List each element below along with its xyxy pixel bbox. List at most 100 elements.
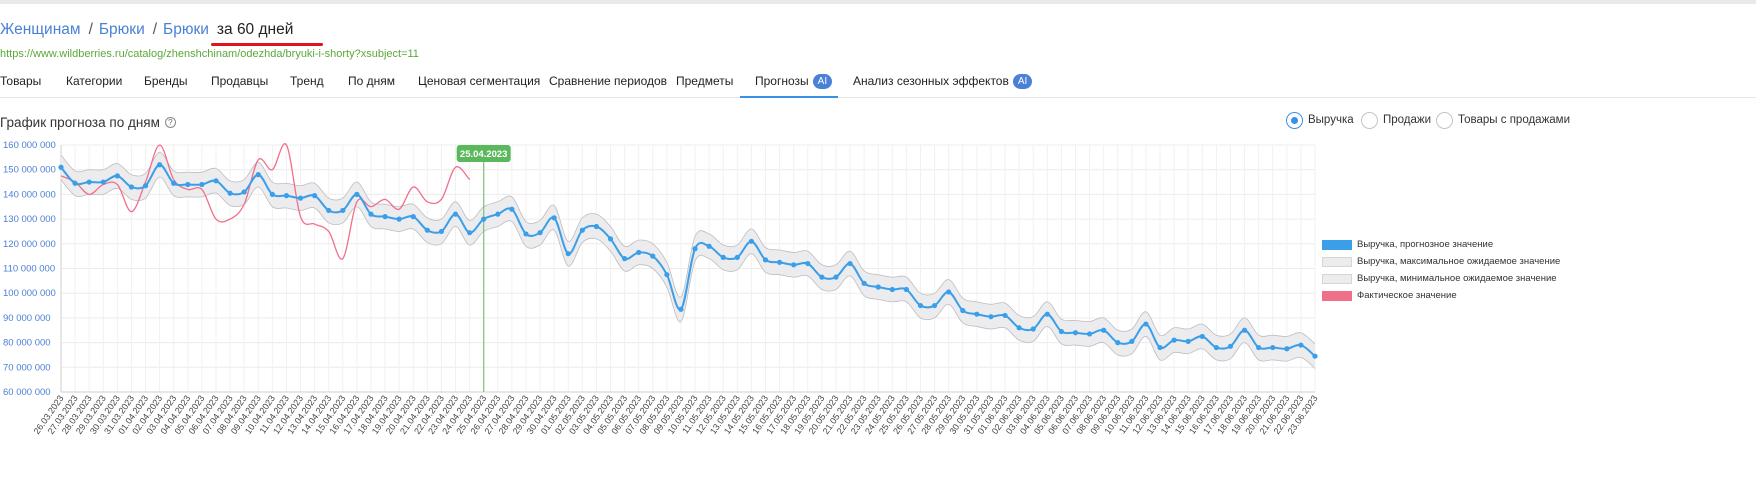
period-underline [210,43,324,46]
marker-label-bg [456,145,511,162]
radio-products-with-sales[interactable]: Товары с продажами [1436,110,1570,130]
forecast-point [1227,343,1234,349]
chart-section-title: График прогноза по дням ? [0,115,176,130]
section-title-text: График прогноза по дням [0,115,160,130]
legend-swatch [1322,290,1352,301]
legend-item-max[interactable]: Выручка, максимальное ожидаемое значение [1322,253,1560,270]
legend-label: Выручка, минимальное ожидаемое значение [1357,273,1557,284]
forecast-point [1002,312,1008,319]
radio-label: Товары с продажами [1458,114,1570,126]
tab-seasonal-analysis[interactable]: Анализ сезонных эффектов AI [853,66,1033,98]
forecast-point [128,184,135,190]
tab-products[interactable]: Товары [0,66,41,98]
forecast-point [776,259,783,265]
tab-sellers[interactable]: Продавцы [211,66,268,98]
forecast-point [1101,327,1107,333]
tab-label: По дням [348,74,396,88]
forecast-point [805,260,811,267]
forecast-point [283,193,290,199]
forecast-point [903,286,909,293]
tab-categories[interactable]: Категории [66,66,122,98]
y-tick-label: 110 000 000 [3,264,55,275]
tab-label: Ценовая сегментация [418,74,541,88]
forecast-point [1129,338,1135,344]
forecast-point [1030,326,1036,332]
tab-label: Продавцы [211,74,269,88]
tab-label: Категории [66,74,123,88]
tab-forecasts[interactable]: Прогнозы AI [740,66,838,98]
forecast-point [1157,344,1163,351]
tab-brands[interactable]: Бренды [144,66,187,98]
forecast-point [114,173,120,179]
tab-subjects[interactable]: Предметы [676,66,733,98]
forecast-point [692,246,698,252]
forecast-point [368,211,374,217]
breadcrumb: Женщинам / Брюки / Брюки за 60 дней [0,21,324,46]
forecast-point [1185,338,1191,344]
question-circle-icon[interactable]: ? [164,117,176,128]
breadcrumb-link-trousers[interactable]: Брюки [163,21,209,38]
tab-price-segmentation[interactable]: Ценовая сегментация [418,66,540,98]
forecast-point [875,284,881,290]
breadcrumb-link-women[interactable]: Женщинам [0,21,81,38]
catalog-url[interactable]: https://www.wildberries.ru/catalog/zhens… [0,48,419,60]
ai-badge: AI [812,74,833,89]
forecast-point [269,191,275,197]
radio-sales[interactable]: Продажи [1361,110,1431,130]
tab-by-days[interactable]: По дням [348,66,395,98]
period-selector[interactable]: за 60 дней [210,21,324,46]
forecast-point [889,286,895,293]
breadcrumb-link-trousers-parent[interactable]: Брюки [98,21,145,38]
y-tick-label: 140 000 000 [3,189,56,200]
radio-revenue[interactable]: Выручка [1286,110,1354,130]
y-tick-label: 100 000 000 [3,288,56,299]
y-tick-label: 130 000 000 [3,214,56,225]
forecast-point [1086,331,1093,337]
y-tick-label: 80 000 000 [3,338,51,349]
forecast-point [551,215,557,221]
forecast-point [227,190,233,196]
forecast-point [481,216,487,222]
legend-item-forecast[interactable]: Выручка, прогнозное значение [1322,236,1560,253]
forecast-point [1270,344,1276,351]
radio-label: Выручка [1308,114,1354,126]
forecast-point [1016,325,1022,331]
tab-period-comparison[interactable]: Сравнение периодов [549,66,667,98]
forecast-point [1312,353,1318,359]
forecast-point [326,207,332,214]
forecast-point [579,227,585,233]
radio-button[interactable] [1436,111,1453,129]
chart-legend: Выручка, прогнозное значение Выручка, ма… [1322,236,1560,304]
forecast-point [171,180,177,186]
forecast-point [185,181,191,188]
legend-item-min[interactable]: Выручка, минимальное ожидаемое значение [1322,270,1560,287]
forecast-point [199,181,205,188]
tab-label: Бренды [144,74,188,88]
legend-item-actual[interactable]: Фактическое значение [1322,287,1560,304]
radio-button[interactable] [1361,111,1378,129]
forecast-point [720,254,726,260]
forecast-point [58,164,64,170]
forecast-point [847,260,853,267]
forecast-point [650,253,656,259]
radio-button-checked[interactable] [1286,111,1303,129]
forecast-point [1213,344,1219,351]
y-tick-label: 90 000 000 [3,313,51,324]
forecast-point [255,172,261,178]
forecast-point [664,272,670,278]
forecast-point [410,214,416,220]
forecast-point [833,274,839,280]
forecast-point [607,236,614,242]
forecast-point [467,230,473,236]
forecast-point [354,191,360,197]
forecast-chart: 60 000 000 70 000 000 80 000 000 90 000 000… [3,140,1320,436]
forecast-point [523,231,529,237]
y-tick-label: 60 000 000 [3,387,51,398]
forecast-point [1241,327,1248,333]
forecast-point [537,230,543,236]
tab-label: Сравнение периодов [549,74,668,88]
ai-badge: AI [1012,74,1033,89]
forecast-point [734,254,740,260]
forecast-point [241,189,247,195]
tab-trend[interactable]: Тренд [290,66,324,98]
